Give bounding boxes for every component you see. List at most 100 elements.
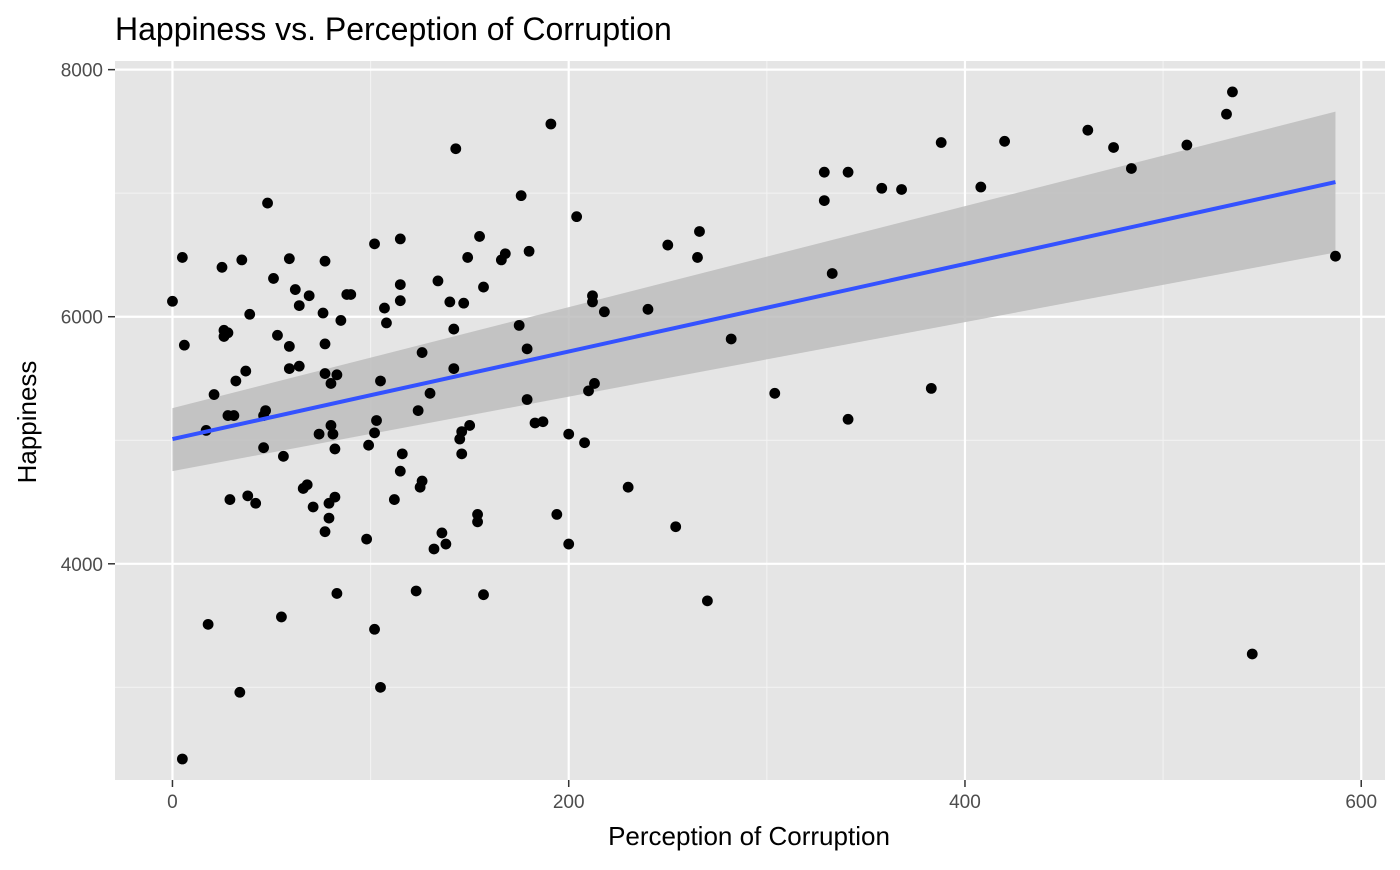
data-point: [244, 308, 256, 320]
data-point: [369, 623, 380, 635]
data-point: [319, 368, 331, 379]
data-point: [178, 339, 190, 351]
data-point: [975, 181, 987, 193]
data-point: [371, 415, 382, 426]
data-point: [448, 323, 460, 335]
data-point: [250, 497, 262, 509]
data-point: [228, 410, 240, 421]
data-point: [289, 284, 301, 295]
data-point: [432, 275, 444, 287]
data-point: [293, 360, 305, 372]
trend-line-layer: [172, 180, 1336, 441]
data-point: [587, 296, 598, 308]
data-point: [375, 681, 386, 693]
data-point: [529, 417, 541, 429]
data-point: [1125, 163, 1137, 174]
data-point: [325, 378, 337, 389]
data-point: [598, 306, 610, 318]
data-point: [818, 195, 830, 206]
data-point: [416, 347, 428, 358]
data-point: [396, 448, 408, 460]
data-point: [896, 184, 907, 195]
data-point: [1221, 108, 1232, 120]
data-point: [394, 233, 406, 245]
data-point: [394, 279, 406, 291]
x-tick-label: 0: [167, 792, 178, 813]
data-point: [222, 327, 234, 339]
data-point: [345, 289, 357, 300]
data-point: [240, 365, 252, 377]
data-point: [327, 428, 339, 440]
data-point: [448, 363, 460, 375]
data-point: [313, 428, 325, 440]
data-point: [307, 501, 319, 513]
data-point: [283, 340, 295, 352]
data-point: [230, 375, 242, 387]
y-tick-label: 4000: [61, 555, 103, 576]
data-point: [381, 317, 392, 329]
data-point: [662, 239, 674, 251]
data-point: [394, 465, 406, 477]
points-layer: [167, 86, 1341, 765]
data-point: [369, 427, 380, 439]
data-point: [513, 319, 525, 331]
data-point: [818, 166, 830, 178]
data-point: [283, 253, 295, 265]
data-point: [769, 387, 781, 399]
data-point: [1108, 142, 1119, 153]
data-point: [375, 375, 386, 387]
data-point: [236, 254, 248, 266]
data-point: [260, 405, 271, 417]
data-point: [702, 595, 713, 607]
data-point: [436, 527, 448, 539]
data-point: [545, 118, 557, 130]
data-point: [216, 261, 228, 273]
data-point: [935, 137, 947, 148]
data-point: [842, 413, 854, 425]
data-point: [440, 538, 452, 550]
data-point: [301, 479, 313, 491]
data-point: [563, 428, 575, 440]
data-point: [579, 437, 590, 449]
data-point: [331, 369, 343, 381]
data-point: [571, 211, 583, 223]
y-axis-title: Happiness: [12, 361, 42, 484]
data-point: [670, 521, 682, 533]
x-axis: 0 200 400 600: [167, 780, 1377, 813]
data-point: [319, 526, 331, 538]
x-tick-label: 200: [553, 792, 585, 813]
data-point: [369, 238, 380, 250]
data-point: [258, 442, 269, 454]
data-point: [319, 338, 331, 350]
data-point: [474, 231, 485, 242]
data-point: [521, 394, 533, 405]
data-point: [272, 329, 283, 341]
data-point: [1330, 250, 1341, 262]
data-point: [1227, 86, 1238, 98]
data-point: [458, 297, 470, 309]
data-point: [826, 268, 838, 279]
data-point: [278, 450, 289, 462]
data-point: [412, 405, 424, 417]
data-point: [335, 315, 347, 326]
data-point: [323, 512, 335, 524]
data-point: [1181, 139, 1193, 151]
data-point: [478, 281, 489, 293]
data-point: [293, 300, 305, 312]
confidence-band-layer: [172, 111, 1336, 472]
data-point: [537, 416, 549, 428]
data-point: [583, 385, 594, 397]
data-point: [317, 307, 329, 319]
data-point: [725, 333, 737, 345]
data-point: [876, 182, 888, 194]
confidence-band: [172, 111, 1336, 472]
data-point: [424, 387, 436, 399]
data-point: [428, 543, 440, 555]
y-axis: 4000 6000 8000: [61, 61, 115, 576]
data-point: [523, 245, 535, 257]
trend-line: [172, 180, 1336, 441]
data-point: [456, 426, 468, 438]
data-point: [379, 302, 390, 314]
